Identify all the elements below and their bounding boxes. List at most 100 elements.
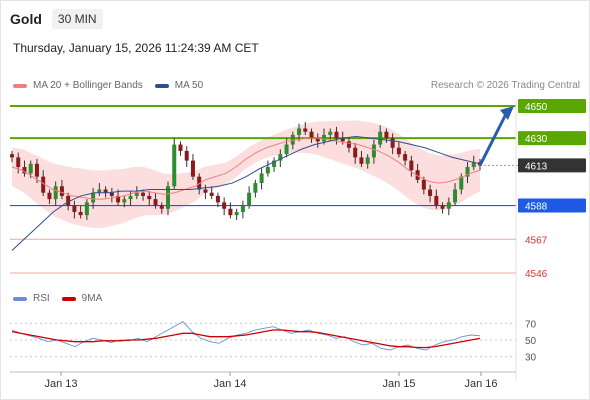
level-label-4546: 4546 <box>525 269 548 280</box>
header: Gold 30 MIN <box>10 8 103 30</box>
candle-body <box>378 131 383 145</box>
candle-body <box>471 162 476 168</box>
candle-body <box>184 150 189 161</box>
candle-body <box>290 134 295 145</box>
candle-body <box>434 195 439 206</box>
legend-ma20: MA 20 + Bollinger Bands <box>13 80 143 91</box>
legend-rsi: RSI <box>13 293 50 304</box>
candle-body <box>203 189 208 193</box>
timeframe-badge[interactable]: 30 MIN <box>51 9 103 29</box>
candle-body <box>247 192 252 206</box>
legend-rsi-swatch <box>13 296 27 301</box>
candle-body <box>340 138 345 142</box>
datetime-label: Thursday, January 15, 2026 11:24:39 AM C… <box>13 41 259 55</box>
legend-9ma-label: 9MA <box>81 293 103 304</box>
candle-body <box>328 131 333 135</box>
candle-body <box>22 167 27 174</box>
candle-body <box>153 199 158 206</box>
candle-body <box>209 192 214 196</box>
candle-body <box>421 179 426 190</box>
candle-body <box>240 205 245 212</box>
level-badge-4650 <box>518 99 586 113</box>
rsi-tick-30: 30 <box>525 353 537 364</box>
candle-body <box>315 138 320 142</box>
candle-body <box>446 202 451 209</box>
rsi-tick-50: 50 <box>525 336 537 347</box>
credit-label: Research © 2026 Trading Central <box>430 80 580 91</box>
candle-body <box>166 186 170 209</box>
legend-ma20-label: MA 20 + Bollinger Bands <box>33 80 143 91</box>
candle-body <box>190 160 195 177</box>
candle-body <box>309 131 314 139</box>
candle-body <box>396 147 401 155</box>
rsi-series-rsi <box>11 321 481 351</box>
candle-body <box>334 131 339 139</box>
legend-ma50-label: MA 50 <box>174 80 204 91</box>
candle-body <box>159 205 164 209</box>
candle-body <box>122 199 127 203</box>
candle-body <box>47 192 52 200</box>
candle-body <box>403 154 408 161</box>
candle-body <box>197 176 202 190</box>
candle-body <box>322 134 326 142</box>
level-badge-4613 <box>518 158 586 173</box>
legend-9ma-swatch <box>61 296 76 301</box>
candle-body <box>59 186 64 196</box>
instrument-title: Gold <box>10 11 42 27</box>
candle-body <box>253 183 258 193</box>
candle-body <box>84 202 89 216</box>
candle-body <box>440 205 445 209</box>
x-tick-label: Jan 14 <box>213 378 246 390</box>
level-badge-4630 <box>518 131 586 146</box>
level-label-4567: 4567 <box>525 235 548 246</box>
level-label-4650: 4650 <box>525 102 548 113</box>
candle-body <box>359 157 364 164</box>
candle-body <box>303 128 308 132</box>
candle-body <box>272 160 277 168</box>
level-label-4588: 4588 <box>525 202 548 213</box>
candle-body <box>346 141 351 148</box>
x-tick-label: Jan 15 <box>382 378 415 390</box>
candle-body <box>72 205 77 212</box>
candle-body <box>78 211 83 216</box>
candle-body <box>409 160 414 171</box>
ma20-line <box>11 137 481 200</box>
candle-body <box>109 192 114 196</box>
x-tick-label: Jan 13 <box>44 378 77 390</box>
level-badge-4588 <box>518 198 586 213</box>
candle-body <box>384 131 389 139</box>
candle-body <box>465 167 470 177</box>
projection-arrow-head <box>500 106 514 120</box>
candle-body <box>371 144 376 158</box>
legend-ma50-swatch <box>154 83 169 88</box>
candle-body <box>453 189 458 203</box>
level-label-4630: 4630 <box>525 134 548 145</box>
rsi-series-9ma <box>11 329 481 349</box>
ma50-line <box>11 136 481 251</box>
candle-body <box>265 167 270 174</box>
candle-body <box>28 163 33 174</box>
candle-body <box>278 154 283 161</box>
candle-body <box>228 208 233 216</box>
candle-body <box>234 211 239 216</box>
candle-body <box>215 195 220 203</box>
rsi-tick-70: 70 <box>525 319 537 330</box>
candle-body <box>178 144 183 151</box>
candle-body <box>103 189 108 193</box>
candle-body <box>116 195 121 203</box>
legend-ma50: MA 50 <box>154 80 204 91</box>
candle-body <box>10 154 14 158</box>
chart-legend: MA 20 + Bollinger Bands MA 50 <box>13 80 215 91</box>
rsi-legend: RSI 9MA <box>13 293 114 304</box>
candle-body <box>284 144 289 155</box>
candle-body <box>390 138 395 148</box>
legend-rsi-label: RSI <box>33 293 50 304</box>
candle-body <box>147 195 152 200</box>
candle-body <box>172 144 177 187</box>
candle-body <box>16 157 21 168</box>
candle-body <box>91 192 96 203</box>
candle-body <box>365 157 370 164</box>
x-tick-label: Jan 16 <box>464 378 497 390</box>
candle-body <box>34 163 39 177</box>
